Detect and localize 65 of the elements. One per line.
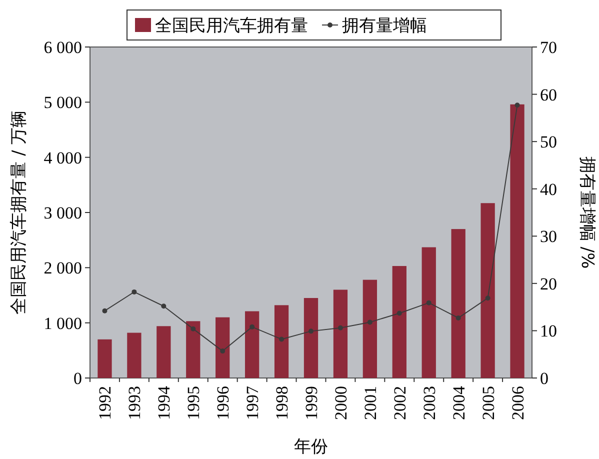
point [279,336,284,342]
bar [156,326,171,378]
x-tick-label: 1993 [125,386,144,420]
bar [274,305,289,378]
x-tick-label: 2002 [390,386,410,420]
y2-tick-label: 30 [540,227,557,246]
y2-tick-label: 0 [540,369,548,388]
bar [362,280,378,378]
legend-label: 全国民用汽车拥有量 [155,16,308,36]
x-tick-label: 1997 [243,386,262,420]
y2-axis-title: 拥有量增幅 /% [577,156,597,269]
y-tick-label: 1 000 [44,314,82,333]
y-tick-label: 5 000 [44,93,82,112]
bar [127,332,142,378]
y2-tick-label: 40 [540,180,557,199]
x-tick-label: 1996 [214,386,233,420]
bar [186,321,200,378]
y2-tick-label: 20 [540,274,557,294]
bar [98,339,112,378]
x-tick-label: 1995 [184,386,204,420]
bar [216,317,230,378]
x-tick-label: 2001 [360,386,380,420]
x-tick-label: 2006 [508,386,528,420]
bar [392,266,406,378]
point [338,325,343,330]
bar [480,203,495,378]
x-tick-label: 1994 [154,386,174,420]
x-tick-label: 2004 [449,386,468,420]
y-axis-title: 全国民用汽车拥有量 / 万辆 [9,110,29,314]
x-tick-label: 1999 [302,386,321,420]
y-tick-label: 6 000 [44,38,82,57]
x-axis-title: 年份 [294,437,328,457]
bar [244,311,260,378]
y-tick-label: 2 000 [44,258,82,278]
point [514,102,520,108]
y2-tick-label: 60 [540,85,557,104]
x-tick-label: 2003 [420,386,439,420]
point [190,326,196,332]
bar [333,290,348,378]
point [220,348,226,354]
point [161,304,166,309]
legend-label: 拥有量增幅 [342,16,427,36]
y-tick-label: 4 000 [44,148,82,168]
bar [422,247,436,378]
bar [510,104,524,378]
point [367,320,372,325]
point [102,308,108,314]
point [250,324,255,330]
y-tick-label: 3 000 [44,204,82,222]
x-tick-label: 2000 [331,386,350,420]
y2-tick-label: 70 [540,38,557,57]
y2-tick-label: 50 [540,132,557,152]
point [456,315,461,320]
y-tick-label: 0 [74,369,82,388]
x-tick-label: 2005 [478,386,498,420]
point [132,289,137,294]
x-tick-label: 1992 [96,386,115,420]
point [485,296,490,301]
bar [304,298,318,378]
point [426,300,432,306]
point [396,310,402,316]
point [308,328,314,334]
bar [451,229,466,378]
y2-tick-label: 10 [540,322,557,341]
x-tick-label: 1998 [272,386,292,420]
